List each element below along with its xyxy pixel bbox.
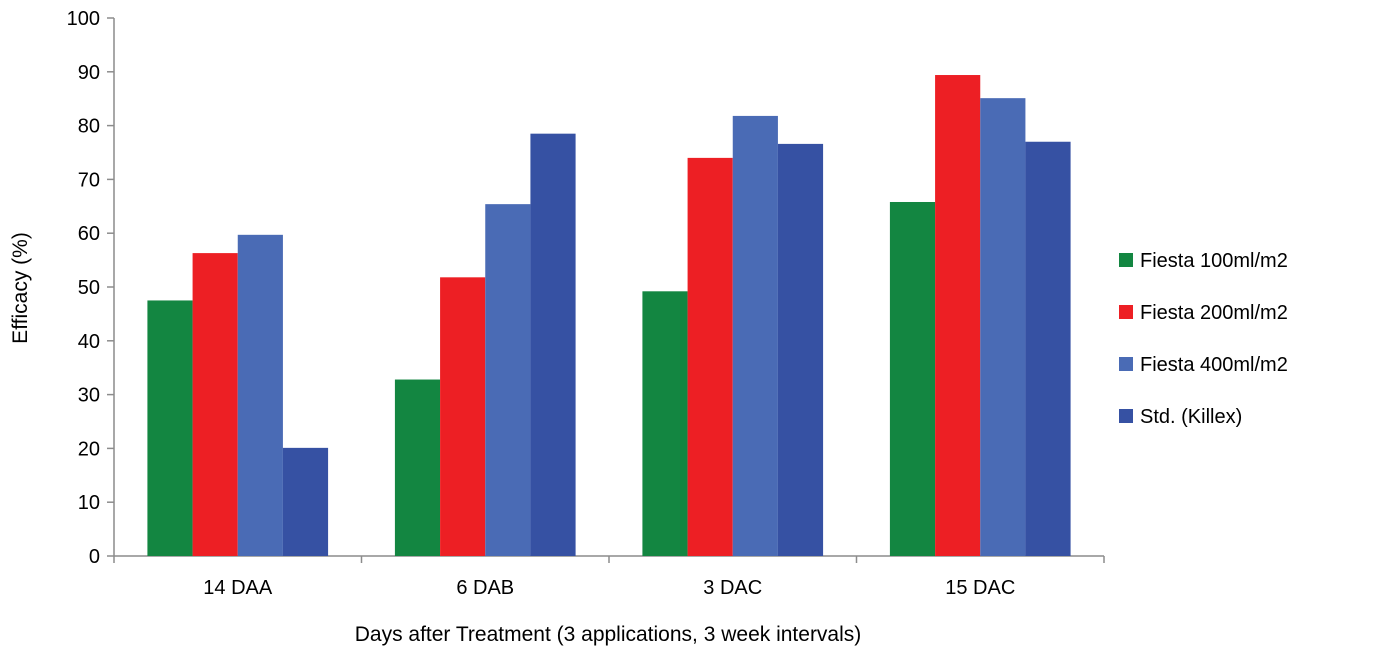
y-tick-label: 90 [78,62,100,84]
bars [147,75,1071,557]
y-tick-label: 70 [78,169,100,191]
bar [935,75,981,556]
bar [1025,141,1071,557]
legend-label: Std. (Killex) [1140,406,1242,428]
legend-swatch [1119,253,1133,267]
y-tick-label: 60 [78,223,100,245]
legend-swatch [1119,305,1133,319]
y-tick-label: 50 [78,277,100,299]
y-tick-label: 0 [89,546,100,568]
y-tick-label: 100 [67,8,100,30]
bar [732,115,778,556]
x-tick-label: 15 DAC [945,577,1015,599]
bar [237,234,283,556]
legend-label: Fiesta 200ml/m2 [1140,302,1288,324]
legend-label: Fiesta 100ml/m2 [1140,250,1288,272]
bar [192,253,238,556]
y-tick-label: 80 [78,116,100,138]
bar [485,204,531,556]
bar [980,98,1026,557]
bar [889,201,936,556]
bar [147,300,193,556]
legend: Fiesta 100ml/m2 Fiesta 200ml/m2 Fiesta 400… [1119,250,1288,428]
bar [282,447,329,556]
y-tick-label: 20 [78,438,100,460]
legend-swatch [1119,409,1133,423]
y-tick-label: 40 [78,331,100,353]
x-tick-label: 6 DAB [456,577,514,599]
x-axis-title: Days after Treatment (3 applications, 3 … [355,623,862,646]
y-tick-label: 30 [78,385,100,407]
legend-swatch [1119,357,1133,371]
x-tick-label: 3 DAC [703,577,762,599]
y-tick-label: 10 [78,492,100,514]
bar [777,143,824,556]
y-axis-title: Efficacy (%) [9,232,32,344]
bar [394,379,441,556]
bar [642,291,688,556]
x-tick-label: 14 DAA [203,577,273,599]
bar [440,277,486,556]
bar [687,157,733,556]
y-axis: 0 10 20 30 40 50 60 70 80 90 100 [67,8,115,568]
legend-label: Fiesta 400ml/m2 [1140,354,1288,376]
x-axis: 14 DAA 6 DAB 3 DAC 15 DAC [113,555,1105,599]
bar [530,133,576,557]
